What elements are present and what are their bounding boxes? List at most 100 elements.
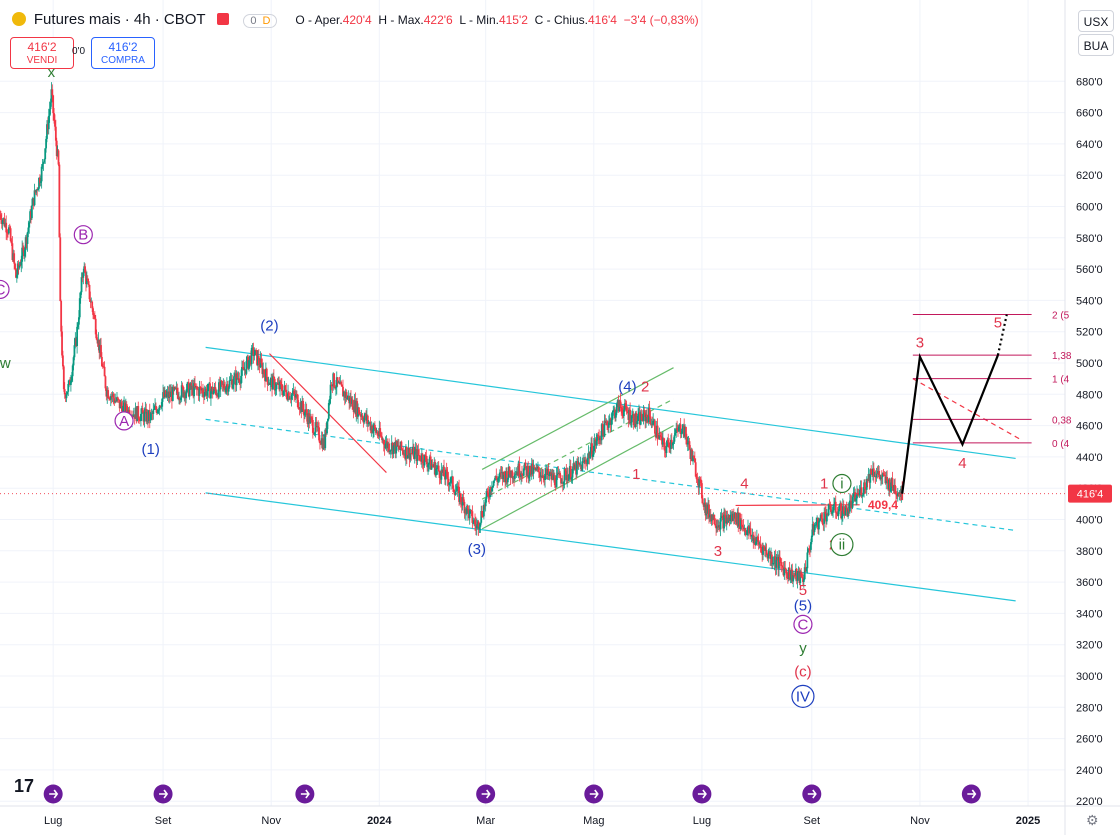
candle-body [700, 479, 702, 484]
candle-body [397, 445, 400, 449]
candle-body [785, 569, 788, 574]
candle-body [888, 479, 891, 492]
candle-body [87, 281, 90, 285]
candle-body [629, 409, 632, 424]
candle-body [223, 383, 226, 389]
candle-body [765, 550, 768, 555]
candle-body [429, 456, 432, 470]
candle-body [437, 465, 440, 472]
candle-body [694, 462, 697, 477]
candle-body [493, 479, 496, 481]
candle-body [447, 478, 450, 485]
candle-body [841, 516, 843, 519]
candle-body [457, 486, 460, 488]
candle-body [382, 439, 385, 445]
wave-label: 5 [994, 314, 1002, 331]
candle-body [701, 483, 703, 499]
candle-body [672, 441, 675, 443]
candle-body [803, 567, 806, 580]
candle-body [10, 240, 13, 244]
x-tick-label: Nov [261, 815, 281, 827]
candle-body [750, 535, 753, 537]
candle-body [463, 501, 466, 514]
candle-body [788, 567, 791, 580]
candle-body [137, 406, 140, 419]
candle-body [427, 464, 429, 468]
candle-body [699, 478, 702, 480]
tradingview-logo[interactable]: 17 [14, 776, 35, 796]
candle-body [870, 469, 873, 475]
candle-body [7, 227, 10, 234]
candle-body [153, 409, 156, 410]
candle-body [562, 481, 565, 484]
candle-body [563, 468, 566, 482]
candle-body [619, 400, 622, 407]
candle-body [756, 536, 759, 541]
candle-body [0, 214, 2, 220]
y-tick-label: 480'0 [1076, 389, 1103, 401]
candle-body [434, 462, 437, 476]
wave-label: IV [796, 688, 810, 705]
candle-body [401, 449, 404, 451]
candle-body [359, 414, 362, 417]
x-tick-label: Set [155, 815, 172, 827]
currency-selector[interactable]: USX [1078, 10, 1114, 32]
candle-body [693, 455, 695, 459]
candle-body [480, 511, 483, 523]
y-tick-label: 440'0 [1076, 452, 1103, 464]
candle-body [20, 261, 23, 266]
wave-label: 3 [916, 335, 924, 352]
candle-body [384, 444, 387, 449]
candle-body [744, 528, 747, 533]
candle-body [54, 120, 56, 127]
candle-body [88, 284, 91, 300]
candle-body [73, 345, 76, 358]
candle-body [419, 455, 421, 460]
event-marker-arrow [49, 789, 59, 799]
candle-body [876, 473, 879, 475]
candle-body [430, 464, 433, 470]
candle-body [372, 429, 375, 433]
candle-body [200, 387, 203, 391]
red-dashed-projection [912, 378, 1022, 441]
wave-label-circle [793, 614, 813, 634]
candle-body [778, 556, 780, 569]
candle-body [742, 526, 745, 530]
candle-body [757, 540, 760, 545]
candle-body [33, 190, 36, 206]
candle-body [612, 410, 615, 413]
unit-selector[interactable]: BUA [1078, 34, 1114, 56]
candle-body [542, 475, 545, 479]
candle-body [809, 549, 811, 551]
candle-body [103, 366, 106, 377]
candle-body [198, 386, 201, 396]
sell-button[interactable]: 416'2 VENDI [10, 37, 74, 69]
candle-body [695, 476, 698, 480]
candle-body [376, 432, 379, 436]
candle-body [45, 138, 47, 149]
candle-body [389, 450, 392, 452]
candle-body [93, 314, 96, 319]
wave-label: 2 [641, 378, 649, 395]
candle-body [77, 324, 79, 327]
symbol-title[interactable]: Futures mais · 4h · CBOT [33, 11, 206, 28]
fib-level-label: 0,38 [1052, 415, 1072, 426]
candle-body [120, 402, 123, 407]
candle-body [456, 486, 459, 491]
candle-body [452, 488, 455, 492]
candle-body [302, 400, 304, 410]
candle-body [713, 514, 716, 525]
candle-body [547, 469, 550, 477]
candle-body [37, 188, 40, 191]
candle-body [340, 381, 343, 385]
candle-body [253, 354, 256, 356]
settings-gear-icon[interactable]: ⚙ [1086, 812, 1099, 828]
buy-button[interactable]: 416'2 COMPRA [91, 37, 155, 69]
event-marker-arrow [807, 789, 817, 799]
candle-body [446, 471, 449, 479]
flag-icon[interactable] [217, 13, 230, 25]
candle-body [445, 469, 448, 472]
candle-body [475, 525, 478, 529]
